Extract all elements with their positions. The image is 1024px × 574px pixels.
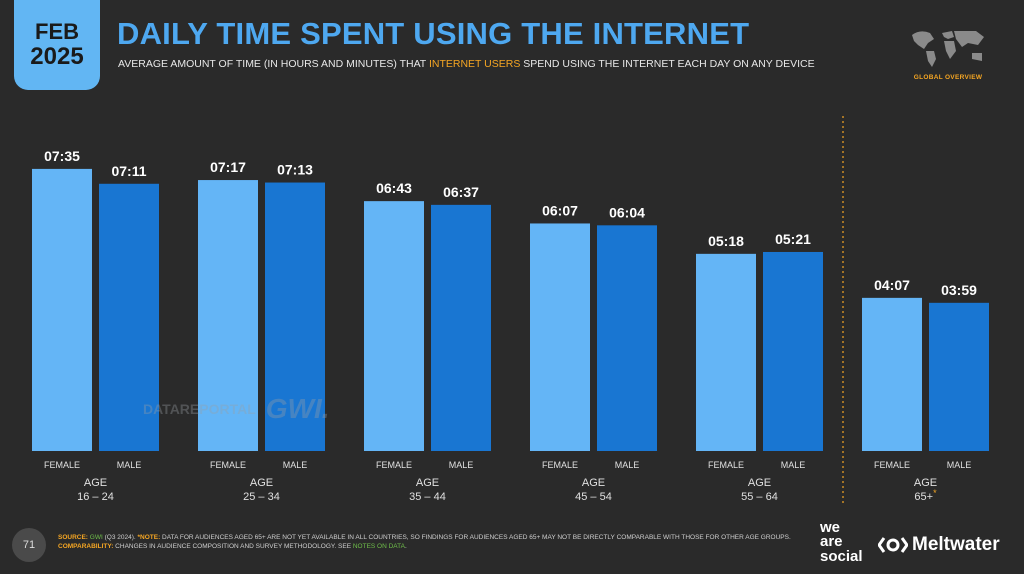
age-label-0: AGE bbox=[84, 477, 107, 489]
value-label-male-5: 03:59 bbox=[941, 282, 977, 298]
we-are-social-logo: we are social bbox=[820, 519, 863, 565]
series-label-male-2: MALE bbox=[449, 460, 474, 470]
value-label-female-0: 07:35 bbox=[44, 148, 80, 164]
series-label-male-3: MALE bbox=[615, 460, 640, 470]
world-map-icon bbox=[912, 31, 984, 67]
gwi-watermark: GWI. bbox=[265, 393, 330, 424]
comparability-text: CHANGES IN AUDIENCE COMPOSITION AND SURV… bbox=[113, 543, 353, 551]
value-label-female-1: 07:17 bbox=[210, 159, 246, 175]
source-text: (Q3 2024). bbox=[102, 534, 138, 541]
series-label-male-1: MALE bbox=[283, 460, 308, 470]
bar-male-4 bbox=[763, 251, 823, 451]
series-label-male-5: MALE bbox=[947, 460, 972, 470]
bar-female-5 bbox=[862, 297, 922, 451]
source-note: SOURCE: GWI (Q3 2024). *NOTE: DATA FOR A… bbox=[58, 534, 791, 551]
age-range-2: 35 – 44 bbox=[409, 491, 446, 503]
value-label-female-2: 06:43 bbox=[376, 180, 412, 196]
series-label-female-4: FEMALE bbox=[708, 460, 744, 470]
age-range-4: 55 – 64 bbox=[741, 491, 778, 503]
value-label-male-0: 07:11 bbox=[111, 163, 146, 179]
bar-male-0 bbox=[99, 183, 159, 451]
age-range-0: 16 – 24 bbox=[77, 491, 114, 503]
subtitle-highlight: INTERNET USERS bbox=[428, 58, 521, 70]
notes-on-data-link[interactable]: NOTES ON DATA bbox=[352, 543, 405, 551]
series-label-female-3: FEMALE bbox=[542, 460, 578, 470]
age-label-3: AGE bbox=[582, 477, 605, 489]
age-label-2: AGE bbox=[416, 477, 439, 489]
subtitle-post: SPEND USING THE INTERNET EACH DAY ON ANY… bbox=[520, 58, 815, 70]
comparability-label: COMPARABILITY: bbox=[58, 543, 114, 551]
watermark: DATAREPORTAL GWI. bbox=[143, 393, 330, 425]
value-label-male-2: 06:37 bbox=[443, 184, 479, 200]
bar-male-3 bbox=[597, 225, 657, 451]
series-label-male-0: MALE bbox=[117, 460, 142, 470]
meltwater-icon bbox=[878, 537, 908, 553]
age-range-5: 65+* bbox=[914, 488, 937, 503]
badge-month: FEB bbox=[35, 19, 79, 44]
series-label-female-1: FEMALE bbox=[210, 460, 246, 470]
value-label-male-1: 07:13 bbox=[277, 162, 313, 178]
page-subtitle: AVERAGE AMOUNT OF TIME (IN HOURS AND MIN… bbox=[118, 58, 815, 70]
subtitle-pre: AVERAGE AMOUNT OF TIME (IN HOURS AND MIN… bbox=[118, 58, 429, 70]
bar-female-1 bbox=[198, 180, 258, 451]
meltwater-logo: Meltwater bbox=[878, 534, 1000, 556]
series-label-female-2: FEMALE bbox=[376, 460, 412, 470]
age-range-3: 45 – 54 bbox=[575, 491, 612, 503]
datareportal-watermark: DATAREPORTAL bbox=[143, 401, 256, 417]
note-text: DATA FOR AUDIENCES AGED 65+ ARE NOT YET … bbox=[160, 534, 791, 541]
bar-male-2 bbox=[431, 204, 491, 451]
meltwater-wordmark: Meltwater bbox=[912, 534, 1000, 555]
note-label: *NOTE: bbox=[137, 534, 161, 541]
footnote-mark: * bbox=[933, 488, 937, 498]
source-label: SOURCE: bbox=[58, 534, 88, 541]
age-label-1: AGE bbox=[250, 477, 273, 489]
badge-year: 2025 bbox=[30, 43, 84, 70]
series-label-female-0: FEMALE bbox=[44, 460, 80, 470]
source-gwi: GWI bbox=[89, 534, 103, 541]
value-label-male-3: 06:04 bbox=[609, 204, 645, 220]
value-label-female-4: 05:18 bbox=[708, 233, 744, 249]
bar-female-4 bbox=[696, 253, 756, 451]
age-range-1: 25 – 34 bbox=[243, 491, 280, 503]
series-label-female-5: FEMALE bbox=[874, 460, 910, 470]
bar-female-0 bbox=[32, 168, 92, 451]
bar-male-5 bbox=[929, 302, 989, 451]
age-label-4: AGE bbox=[748, 477, 771, 489]
bar-male-1 bbox=[265, 182, 325, 451]
bar-female-3 bbox=[530, 223, 590, 451]
value-label-male-4: 05:21 bbox=[775, 231, 811, 247]
value-label-female-5: 04:07 bbox=[874, 277, 910, 293]
date-badge: FEB 2025 bbox=[14, 0, 100, 90]
bar-female-2 bbox=[364, 201, 424, 451]
section-label: GLOBAL OVERVIEW bbox=[913, 74, 983, 81]
page-number: 71 bbox=[12, 528, 46, 562]
page-title: DAILY TIME SPENT USING THE INTERNET bbox=[117, 16, 750, 51]
series-label-male-4: MALE bbox=[781, 460, 806, 470]
bar-chart: 07:35 FEMALE 07:11 MALE AGE 16 – 24 07:17 FEMAL… bbox=[32, 116, 989, 505]
value-label-female-3: 06:07 bbox=[542, 202, 578, 218]
age-label-5: AGE bbox=[914, 477, 937, 489]
